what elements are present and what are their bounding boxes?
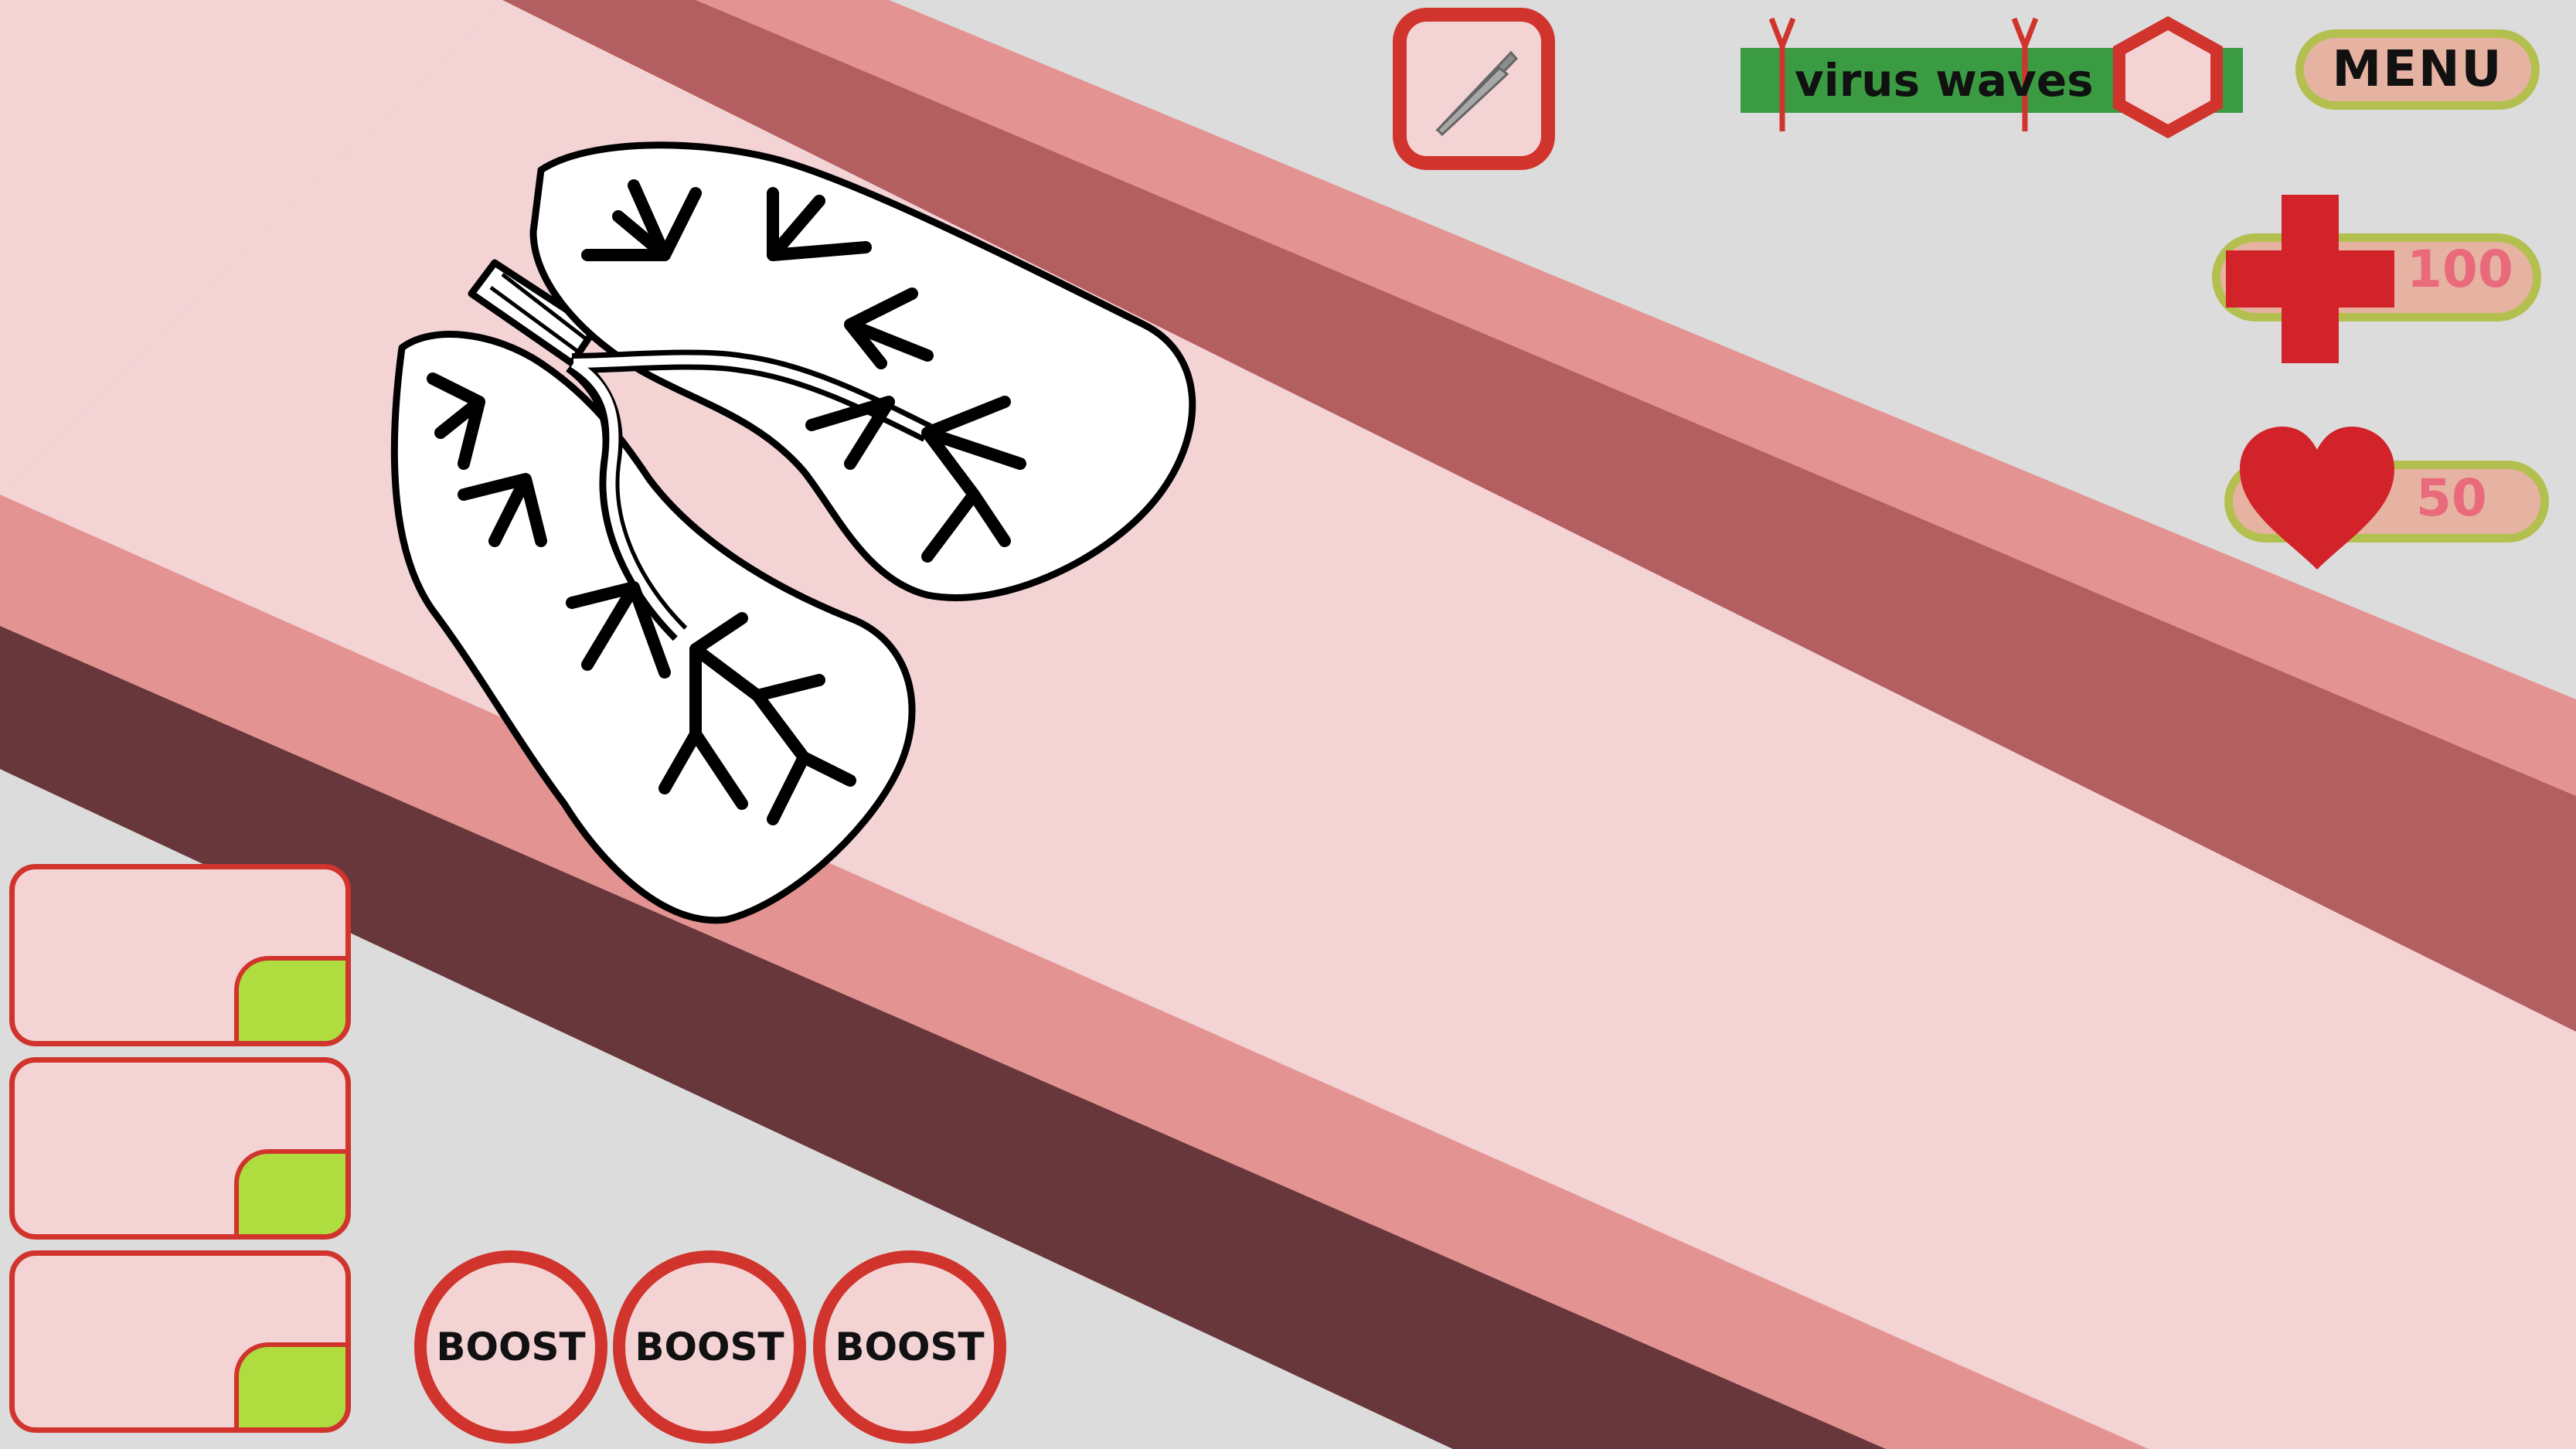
lives-value: 50	[2416, 468, 2487, 528]
card-cost-tab	[234, 1149, 345, 1234]
wave-marker-icon	[2011, 17, 2039, 131]
boost-label: BOOST	[436, 1325, 586, 1369]
card-cost-tab	[234, 956, 345, 1041]
health-cross-icon	[2226, 195, 2394, 363]
virus-hexagon-icon	[2113, 15, 2223, 139]
heart-icon	[2240, 427, 2394, 570]
boost-button-1[interactable]: BOOST	[414, 1250, 607, 1444]
card-cost-tab	[234, 1342, 345, 1427]
boost-button-2[interactable]: BOOST	[613, 1250, 806, 1444]
lungs-icon	[390, 141, 1196, 924]
unit-card-slot-3[interactable]	[9, 1250, 351, 1433]
menu-label: MENU	[2332, 41, 2503, 98]
menu-button[interactable]: MENU	[2295, 29, 2540, 110]
tweezers-icon	[1435, 50, 1519, 137]
wave-label: virus waves	[1795, 54, 2094, 107]
wave-marker-icon	[1768, 17, 1796, 131]
boost-button-3[interactable]: BOOST	[813, 1250, 1006, 1444]
virus-waves-bar: virus waves	[1741, 15, 2243, 139]
boost-label: BOOST	[835, 1325, 985, 1369]
health-value: 100	[2407, 240, 2513, 299]
unit-card-slot-2[interactable]	[9, 1057, 351, 1240]
boost-label: BOOST	[635, 1325, 784, 1369]
tool-slot-button[interactable]	[1393, 8, 1555, 170]
unit-card-slot-1[interactable]	[9, 864, 351, 1046]
